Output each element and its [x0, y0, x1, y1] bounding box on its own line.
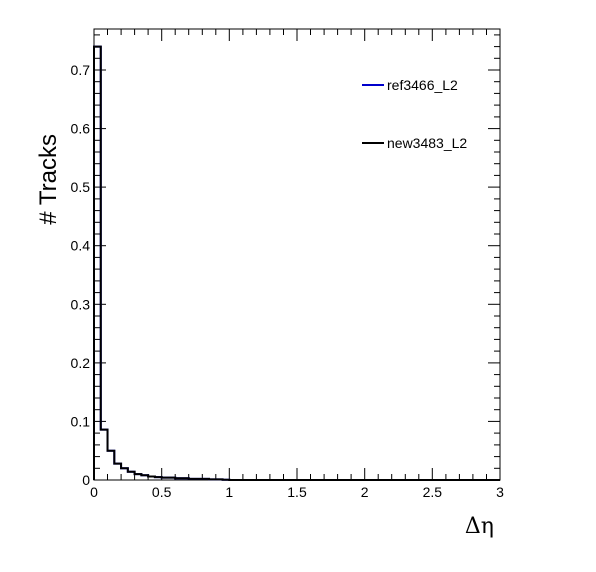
legend: ref3466_L2 new3483_L2	[357, 70, 485, 168]
histogram-series	[93, 45, 500, 481]
x-tick-label: 0.5	[152, 484, 172, 500]
y-tick-label: 0	[82, 472, 90, 488]
y-tick-label: 0.5	[71, 179, 91, 195]
x-tick-label: 2	[361, 484, 369, 500]
x-tick-label: 1.5	[287, 484, 307, 500]
legend-box	[357, 70, 485, 168]
series-line-new3483_L2	[93, 45, 500, 481]
y-tick-label: 0.4	[71, 238, 91, 254]
legend-label-new3483: new3483_L2	[387, 135, 467, 151]
x-tick-label: 2.5	[423, 484, 443, 500]
y-tick-label: 0.3	[71, 296, 91, 312]
x-tick-label: 0	[90, 484, 98, 500]
y-tick-label: 0.6	[71, 121, 91, 137]
axis-tick-labels: 0 0.5 1 1.5 2 2.5 3 0 0.1 0.2 0.3 0.4 0.5 0.6 0.7	[71, 62, 505, 500]
y-tick-label: 0.2	[71, 355, 91, 371]
y-axis-label: # Tracks	[35, 134, 62, 225]
x-axis-label: Δη	[465, 514, 494, 539]
y-tick-label: 0.7	[71, 62, 91, 78]
x-tick-label: 1	[225, 484, 233, 500]
y-tick-label: 0.1	[71, 413, 91, 429]
legend-label-ref3466: ref3466_L2	[387, 77, 458, 93]
x-tick-label: 3	[496, 484, 504, 500]
